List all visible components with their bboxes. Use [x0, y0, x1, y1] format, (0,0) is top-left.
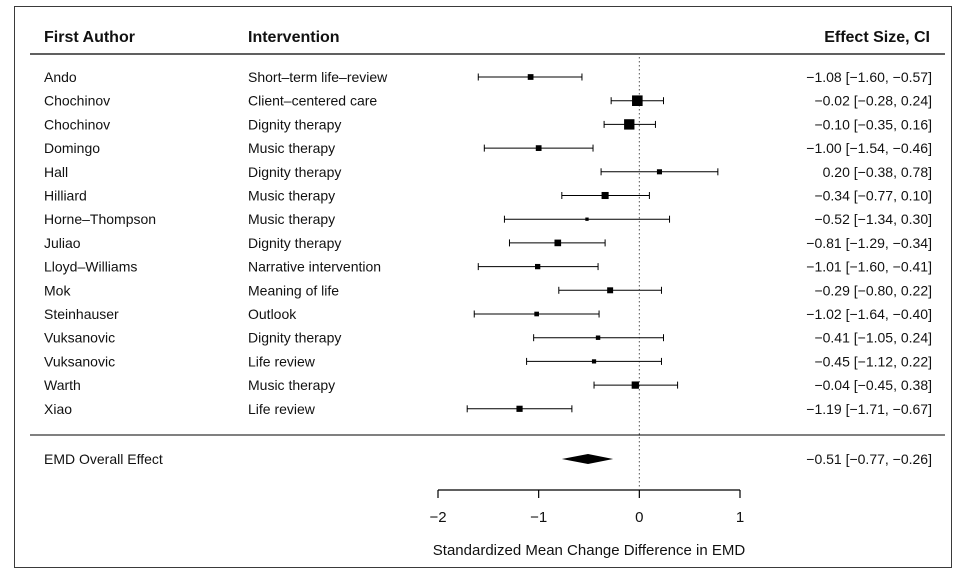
- study-intervention: Client–centered care: [248, 93, 377, 109]
- study-effect-ci: −0.41 [−1.05, 0.24]: [814, 330, 932, 346]
- study-intervention: Narrative intervention: [248, 259, 381, 275]
- study-author: Horne–Thompson: [44, 211, 156, 227]
- overall-effect-diamond: [561, 454, 614, 464]
- study-intervention: Meaning of life: [248, 282, 339, 298]
- effect-square: [595, 335, 601, 340]
- study-author: Domingo: [44, 140, 100, 156]
- col-header-author: First Author: [44, 29, 135, 46]
- study-author: Ando: [44, 69, 77, 85]
- study-intervention: Outlook: [248, 306, 297, 322]
- study-effect-ci: −0.04 [−0.45, 0.38]: [814, 377, 932, 393]
- study-effect-ci: −1.00 [−1.54, −0.46]: [806, 140, 932, 156]
- study-author: Chochinov: [44, 93, 110, 109]
- study-intervention: Dignity therapy: [248, 116, 341, 132]
- study-intervention: Dignity therapy: [248, 330, 341, 346]
- study-effect-ci: −0.29 [−0.80, 0.22]: [814, 282, 932, 298]
- effect-square: [535, 145, 542, 151]
- study-author: Lloyd–Williams: [44, 259, 137, 275]
- x-axis-title: Standardized Mean Change Difference in E…: [433, 542, 746, 559]
- study-intervention: Life review: [248, 401, 316, 417]
- study-effect-ci: −0.34 [−0.77, 0.10]: [814, 188, 932, 204]
- study-intervention: Music therapy: [248, 188, 335, 204]
- study-effect-ci: 0.20 [−0.38, 0.78]: [823, 164, 932, 180]
- effect-square: [585, 217, 589, 221]
- effect-square: [631, 381, 639, 389]
- study-author: Hall: [44, 164, 68, 180]
- study-effect-ci: −0.10 [−0.35, 0.16]: [814, 116, 932, 132]
- effect-square: [591, 359, 597, 364]
- study-effect-ci: −1.08 [−1.60, −0.57]: [806, 69, 932, 85]
- x-tick-label: −1: [530, 509, 547, 526]
- effect-square: [527, 74, 534, 80]
- effect-square: [632, 95, 643, 106]
- study-effect-ci: −1.19 [−1.71, −0.67]: [806, 401, 932, 417]
- effect-square: [656, 169, 663, 175]
- x-tick-label: 1: [736, 509, 744, 526]
- study-effect-ci: −0.52 [−1.34, 0.30]: [814, 211, 932, 227]
- x-tick-label: −2: [429, 509, 446, 526]
- study-effect-ci: −1.01 [−1.60, −0.41]: [806, 259, 932, 275]
- study-intervention: Dignity therapy: [248, 235, 341, 251]
- effect-square: [601, 191, 609, 200]
- effect-square: [534, 311, 539, 317]
- study-effect-ci: −1.02 [−1.64, −0.40]: [806, 306, 932, 322]
- study-author: Vuksanovic: [44, 330, 115, 346]
- study-effect-ci: −0.02 [−0.28, 0.24]: [814, 93, 932, 109]
- study-intervention: Music therapy: [248, 211, 335, 227]
- study-intervention: Short–term life–review: [248, 69, 388, 85]
- x-tick-label: 0: [635, 509, 643, 526]
- effect-square: [554, 239, 562, 247]
- effect-square: [516, 405, 523, 412]
- col-header-intervention: Intervention: [248, 29, 340, 46]
- forest-plot-frame: [14, 6, 952, 568]
- study-author: Warth: [44, 377, 81, 393]
- study-intervention: Music therapy: [248, 377, 335, 393]
- effect-square: [607, 287, 614, 294]
- study-effect-ci: −0.81 [−1.29, −0.34]: [806, 235, 932, 251]
- study-author: Steinhauser: [44, 306, 119, 322]
- study-author: Xiao: [44, 401, 72, 417]
- study-intervention: Dignity therapy: [248, 164, 341, 180]
- study-effect-ci: −0.45 [−1.12, 0.22]: [814, 353, 932, 369]
- study-author: Hilliard: [44, 188, 87, 204]
- study-author: Chochinov: [44, 116, 110, 132]
- effect-square: [535, 263, 541, 270]
- study-author: Mok: [44, 282, 71, 298]
- col-header-effect: Effect Size, CI: [824, 29, 930, 46]
- overall-effect-ci: −0.51 [−0.77, −0.26]: [806, 451, 932, 467]
- study-intervention: Life review: [248, 353, 316, 369]
- study-author: Juliao: [44, 235, 81, 251]
- study-intervention: Music therapy: [248, 140, 335, 156]
- overall-label: EMD Overall Effect: [44, 451, 163, 467]
- study-author: Vuksanovic: [44, 353, 115, 369]
- effect-square: [624, 119, 635, 130]
- forest-marks: Ando Short–term life–review −1.08 [−1.60, …: [44, 57, 932, 559]
